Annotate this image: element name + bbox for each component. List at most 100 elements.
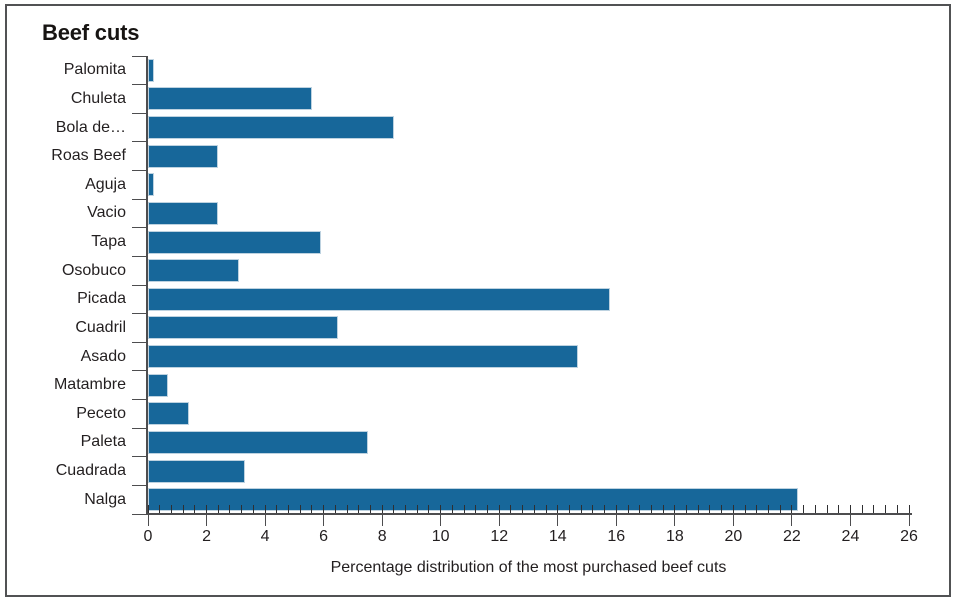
- x-major-tick: [498, 513, 500, 526]
- x-minor-tick: [217, 505, 219, 513]
- bar: [148, 116, 394, 140]
- x-minor-tick: [182, 505, 184, 513]
- x-minor-tick: [194, 505, 196, 513]
- x-minor-tick: [522, 505, 524, 513]
- x-minor-tick: [838, 505, 840, 513]
- x-minor-tick: [463, 505, 465, 513]
- x-minor-tick: [662, 505, 664, 513]
- x-tick-label: 10: [431, 528, 450, 545]
- x-minor-tick: [557, 505, 559, 513]
- x-major-tick: [206, 513, 208, 526]
- y-axis-tick: [132, 284, 147, 286]
- x-minor-tick: [615, 505, 617, 513]
- category-label: Cuadril: [75, 318, 126, 336]
- y-axis-tick: [132, 484, 147, 486]
- y-axis-tick: [132, 399, 147, 400]
- bar: [148, 87, 312, 111]
- x-minor-tick: [451, 505, 453, 513]
- x-minor-tick: [533, 505, 535, 513]
- x-minor-tick: [674, 505, 676, 513]
- y-axis-tick: [132, 341, 147, 343]
- x-tick-label: 6: [319, 528, 329, 545]
- x-axis-title: Percentage distribution of the most purc…: [330, 559, 727, 576]
- x-tick-label: 26: [900, 528, 918, 545]
- x-minor-tick: [475, 505, 477, 513]
- x-minor-tick: [639, 505, 641, 513]
- x-minor-tick: [849, 505, 851, 513]
- x-major-tick: [732, 513, 734, 526]
- x-major-tick: [674, 513, 676, 526]
- x-tick-label: 16: [607, 528, 626, 545]
- x-minor-tick: [252, 505, 254, 513]
- category-label: Matambre: [53, 376, 126, 394]
- plot-area: 0 2 4 6 8 10 12 14 16 18 20 22 24 26: [132, 55, 918, 545]
- bar: [148, 316, 339, 340]
- x-minor-tick: [229, 505, 231, 513]
- x-minor-tick: [873, 505, 875, 513]
- x-minor-tick: [545, 505, 547, 513]
- x-minor-tick: [568, 505, 570, 513]
- x-major-tick: [264, 513, 266, 526]
- x-major-tick: [557, 513, 559, 526]
- x-minor-tick: [264, 505, 266, 513]
- x-minor-tick: [697, 505, 699, 513]
- y-axis-tick: [132, 427, 147, 429]
- bar: [148, 345, 579, 369]
- bar: [148, 230, 321, 254]
- x-minor-tick: [604, 505, 606, 513]
- x-minor-tick: [592, 505, 594, 513]
- x-minor-tick: [768, 505, 769, 513]
- x-minor-tick: [323, 505, 325, 513]
- x-minor-tick: [241, 505, 243, 513]
- x-tick-label: 12: [490, 528, 509, 545]
- bar: [148, 287, 611, 311]
- category-label: Asado: [80, 347, 126, 365]
- bar: [148, 259, 239, 283]
- bar: [148, 402, 189, 426]
- y-axis-tick: [132, 370, 147, 372]
- x-tick-label: 22: [783, 528, 801, 545]
- x-major-tick: [791, 513, 793, 526]
- x-minor-tick: [487, 505, 489, 513]
- x-minor-tick: [814, 505, 816, 513]
- category-label: Nalga: [84, 490, 126, 508]
- x-tick-label: 4: [260, 528, 270, 545]
- x-minor-tick: [791, 505, 793, 513]
- x-minor-tick: [650, 505, 652, 513]
- x-major-tick: [849, 513, 851, 526]
- x-major-tick: [440, 513, 442, 526]
- bar: [148, 144, 219, 168]
- y-axis-tick: [132, 227, 147, 229]
- x-minor-tick: [908, 505, 910, 513]
- bar: [148, 58, 154, 82]
- x-minor-tick: [358, 505, 360, 513]
- category-label: Paleta: [80, 433, 126, 451]
- y-axis-tick: [132, 170, 147, 171]
- x-minor-tick: [299, 505, 301, 513]
- x-tick-label: 14: [548, 528, 567, 545]
- y-axis-tick: [132, 513, 147, 515]
- x-major-tick: [381, 513, 383, 526]
- y-axis-tick: [132, 141, 147, 143]
- x-minor-tick: [709, 505, 711, 513]
- y-axis-tick: [132, 84, 147, 86]
- x-tick-label: 20: [724, 528, 743, 545]
- x-minor-tick: [721, 505, 723, 513]
- x-minor-tick: [803, 505, 805, 513]
- category-axis-labels: Palomita Chuleta Bola de… Roas Beef Aguja Vac…: [0, 56, 126, 514]
- x-minor-tick: [393, 505, 395, 513]
- category-label: Tapa: [91, 233, 126, 251]
- x-minor-tick: [147, 505, 149, 513]
- category-label: Cuadrada: [55, 462, 126, 480]
- x-minor-tick: [311, 505, 313, 513]
- x-minor-tick: [861, 505, 863, 513]
- x-minor-tick: [206, 505, 208, 513]
- x-minor-tick: [732, 505, 734, 513]
- x-tick-label: 2: [202, 528, 211, 545]
- x-minor-tick: [744, 505, 746, 513]
- bar: [148, 488, 798, 512]
- x-minor-tick: [405, 505, 407, 513]
- bar: [148, 430, 368, 454]
- x-minor-tick: [580, 505, 582, 513]
